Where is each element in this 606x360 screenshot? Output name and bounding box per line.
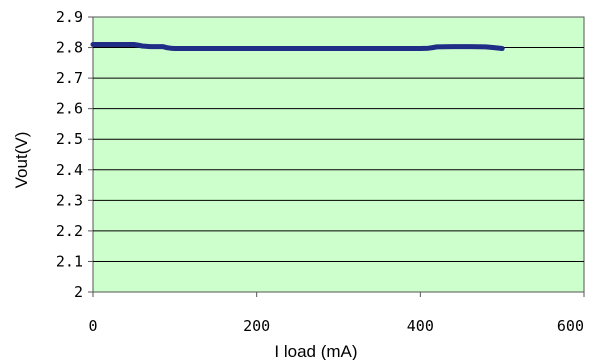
y-tick-label: 2.6 <box>56 100 83 118</box>
y-tick-label: 2.8 <box>56 39 83 57</box>
y-axis-ticks: 2 2.1 2.2 2.3 2.4 2.5 2.6 2.7 2.8 2.9 <box>56 8 93 301</box>
y-tick-label: 2.1 <box>56 252 83 270</box>
y-tick-label: 2.9 <box>56 8 83 26</box>
y-tick-label: 2.3 <box>56 191 83 209</box>
plot-area <box>92 16 585 293</box>
x-tick-label: 200 <box>243 317 270 335</box>
y-tick-label: 2 <box>74 283 83 301</box>
gridlines <box>93 47 584 262</box>
series-line-0 <box>90 42 505 51</box>
y-axis-title: Vout(V) <box>12 132 31 189</box>
y-tick-label: 2.2 <box>56 222 83 240</box>
x-tick-label: 600 <box>557 317 584 335</box>
x-axis-title: I load (mA) <box>274 342 357 360</box>
series-layer <box>90 42 505 51</box>
y-tick-label: 2.4 <box>56 161 83 179</box>
x-tick-label: 400 <box>407 317 434 335</box>
x-tick-label: 0 <box>88 317 97 335</box>
y-tick-label: 2.5 <box>56 130 83 148</box>
x-axis-ticks: 0 200 400 600 <box>88 292 585 335</box>
y-tick-label: 2.7 <box>56 69 83 87</box>
